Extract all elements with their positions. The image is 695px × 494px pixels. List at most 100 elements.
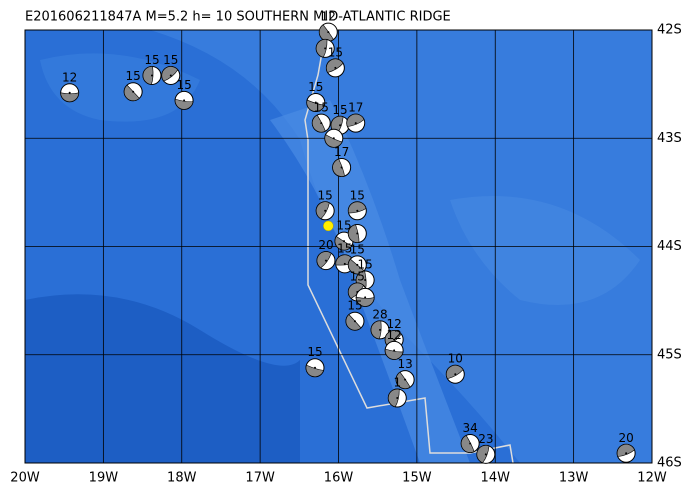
depth-label: 34 xyxy=(463,421,478,435)
beachball-quadrant xyxy=(312,114,326,133)
beachball-quadrant xyxy=(326,58,344,73)
beachball-center xyxy=(342,240,345,243)
beachball-center xyxy=(334,66,337,69)
beachball-quadrant xyxy=(476,445,490,464)
depth-label: 15 xyxy=(318,188,333,202)
depth-label: 17 xyxy=(348,101,363,115)
beachball-center xyxy=(625,452,628,455)
depth-label: 12 xyxy=(321,10,336,24)
depth-label: 15 xyxy=(307,345,322,359)
focal-mechanism xyxy=(315,201,335,221)
beachball-center xyxy=(343,262,346,265)
beachball-center xyxy=(183,99,186,102)
depth-label: 15 xyxy=(350,269,365,283)
beachball-quadrant xyxy=(60,92,79,103)
x-tick-label: 17W xyxy=(245,471,275,486)
beachball-center xyxy=(68,91,71,94)
beachball-center xyxy=(324,209,327,212)
focal-mechanism xyxy=(325,58,345,78)
beachball-quadrant xyxy=(306,99,325,112)
beachball-center xyxy=(339,124,342,127)
map-title: E201606211847A M=5.2 h= 10 SOUTHERN MID-… xyxy=(25,10,451,25)
beachball-quadrant xyxy=(460,435,475,453)
depth-label: 13 xyxy=(397,357,412,371)
beachball-center xyxy=(340,166,343,169)
beachball-quadrant xyxy=(348,201,367,214)
beachball-quadrant xyxy=(332,158,345,177)
beachball-center xyxy=(484,453,487,456)
focal-mechanism xyxy=(384,340,404,360)
beachball-quadrant xyxy=(446,364,464,380)
focal-mechanism xyxy=(347,201,367,221)
beachball-center xyxy=(404,378,407,381)
y-tick-label: 43S xyxy=(657,131,682,146)
depth-label: 12 xyxy=(387,328,402,342)
depth-label: 20 xyxy=(618,431,633,445)
focal-mechanism xyxy=(387,388,407,408)
beachball-center xyxy=(469,442,472,445)
depth-label: 15 xyxy=(328,45,343,59)
beachball-center xyxy=(332,137,335,140)
beachball-center xyxy=(354,122,357,125)
focal-mechanism xyxy=(345,311,365,331)
focal-mechanism xyxy=(316,251,336,271)
depth-label: 28 xyxy=(372,307,387,321)
focal-mechanism xyxy=(332,157,352,177)
beachball-center xyxy=(320,122,323,125)
beachball-quadrant xyxy=(370,320,382,340)
beachball-center xyxy=(150,74,153,77)
y-tick-label: 44S xyxy=(657,239,682,254)
x-tick-label: 13W xyxy=(559,471,589,486)
beachball-quadrant xyxy=(161,66,179,82)
beachball-quadrant xyxy=(324,134,343,148)
y-tick-label: 45S xyxy=(657,347,682,362)
depth-label: 1 xyxy=(393,376,401,390)
beachball-center xyxy=(454,373,457,376)
focal-mechanism xyxy=(60,83,80,103)
focal-mechanism xyxy=(123,82,143,102)
beachball-quadrant xyxy=(174,98,194,110)
beachball-center xyxy=(313,366,316,369)
focal-mechanism xyxy=(161,65,181,85)
beachball-quadrant xyxy=(334,235,353,251)
focal-mechanism xyxy=(142,65,162,85)
focal-mechanism xyxy=(318,22,338,42)
beachball-center xyxy=(324,259,327,262)
focal-mechanism xyxy=(315,38,335,58)
focal-mechanism xyxy=(370,320,390,340)
beachball-center xyxy=(314,101,317,104)
depth-label: 17 xyxy=(334,145,349,159)
x-tick-label: 14W xyxy=(481,471,511,486)
beachball-center xyxy=(356,209,359,212)
depth-label: 15 xyxy=(176,78,191,92)
beachball-center xyxy=(379,328,382,331)
depth-label: 20 xyxy=(318,238,333,252)
depth-label: 12 xyxy=(387,317,402,331)
depth-label: 15 xyxy=(358,258,373,272)
depth-label: 15 xyxy=(163,53,178,67)
epicenter xyxy=(323,220,334,232)
depth-label: 23 xyxy=(478,432,493,446)
focal-mechanism xyxy=(395,370,415,390)
y-tick-label: 46S xyxy=(657,456,682,471)
beachball-center xyxy=(169,74,172,77)
depth-label: 15 xyxy=(308,80,323,94)
y-tick-label: 42S xyxy=(657,23,682,38)
depth-label: 15 xyxy=(337,241,352,255)
focal-mechanism xyxy=(346,113,366,133)
depth-label: 15 xyxy=(144,53,159,67)
depth-label: 15 xyxy=(347,299,362,313)
depth-label: 15 xyxy=(314,101,329,115)
beachball-quadrant xyxy=(305,364,324,377)
focal-mechanism xyxy=(445,364,465,384)
beachball-center xyxy=(396,397,399,400)
x-tick-label: 18W xyxy=(167,471,197,486)
beachball-center xyxy=(393,338,396,341)
focal-mechanism xyxy=(324,128,344,148)
focal-mechanism xyxy=(355,287,375,307)
beachball-center xyxy=(393,349,396,352)
beachball-quadrant xyxy=(142,66,154,85)
focal-mechanism xyxy=(460,434,480,454)
focal-mechanism xyxy=(616,443,636,463)
